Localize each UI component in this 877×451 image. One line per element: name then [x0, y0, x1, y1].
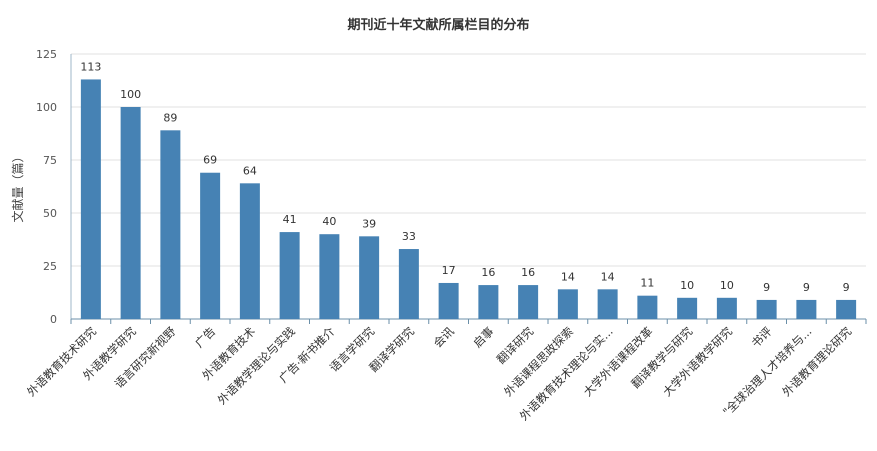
x-category-label: 大学外语教学研究 — [660, 324, 735, 399]
x-category-label: 外语课程思政探索 — [501, 324, 576, 399]
x-category-label: 广告 — [192, 324, 218, 350]
data-label: 14 — [601, 270, 615, 283]
data-label: 113 — [80, 60, 101, 73]
data-label: 14 — [561, 270, 575, 283]
bar — [836, 299, 857, 319]
gridlines — [71, 53, 866, 267]
y-tick-label: 75 — [43, 154, 57, 167]
bar — [279, 232, 300, 319]
bar — [200, 172, 221, 319]
data-label: 10 — [680, 279, 694, 292]
bar — [478, 285, 499, 319]
y-tick-label: 50 — [43, 207, 57, 220]
data-label: 16 — [521, 266, 535, 279]
x-category-label: 外语教育理论研究 — [779, 324, 854, 399]
data-label: 64 — [243, 164, 257, 177]
x-category-label: 会讯 — [431, 324, 458, 351]
bar — [637, 295, 658, 319]
bar — [518, 285, 539, 319]
data-labels: 113 100 89 69 64 41 40 39 33 17 16 16 14 14 11 10 10 9 9 9 — [80, 60, 849, 293]
x-category-label: 启事 — [470, 324, 496, 350]
bar — [597, 289, 618, 319]
bar — [398, 249, 419, 319]
x-category-label: 书评 — [749, 324, 776, 351]
data-label: 39 — [362, 217, 376, 230]
bar — [716, 297, 737, 319]
y-axis-title: 文献量（篇） — [10, 150, 25, 222]
data-label: 9 — [763, 281, 770, 294]
y-tick-label: 125 — [36, 48, 57, 61]
data-label: 16 — [481, 266, 495, 279]
data-label: 69 — [203, 154, 217, 167]
y-tick-label: 0 — [50, 313, 57, 326]
data-label: 10 — [720, 279, 734, 292]
bar — [557, 289, 578, 319]
y-tick-label: 25 — [43, 260, 57, 273]
bar — [796, 299, 817, 319]
data-label: 41 — [283, 213, 297, 226]
data-label: 40 — [322, 215, 336, 228]
bar — [239, 183, 260, 319]
bar — [756, 299, 777, 319]
bar — [359, 236, 380, 319]
bar — [160, 130, 181, 319]
axes — [70, 54, 867, 324]
bar — [438, 282, 459, 319]
bar — [80, 79, 101, 319]
bar — [120, 107, 141, 319]
chart-title: 期刊近十年文献所属栏目的分布 — [347, 18, 530, 33]
bar — [677, 297, 698, 319]
data-label: 17 — [442, 264, 456, 277]
bars — [80, 79, 857, 319]
data-label: 9 — [843, 281, 850, 294]
data-label: 100 — [120, 88, 141, 101]
x-category-label: 大学外语课程改革 — [581, 324, 656, 399]
data-label: 33 — [402, 230, 416, 243]
y-tick-labels: 0 25 50 75 100 125 — [36, 48, 57, 326]
data-label: 89 — [163, 111, 177, 124]
data-label: 9 — [803, 281, 810, 294]
data-label: 11 — [640, 277, 654, 290]
bar — [319, 234, 340, 319]
x-category-label: 外语教育技术研究 — [24, 324, 99, 399]
y-tick-label: 100 — [36, 101, 57, 114]
